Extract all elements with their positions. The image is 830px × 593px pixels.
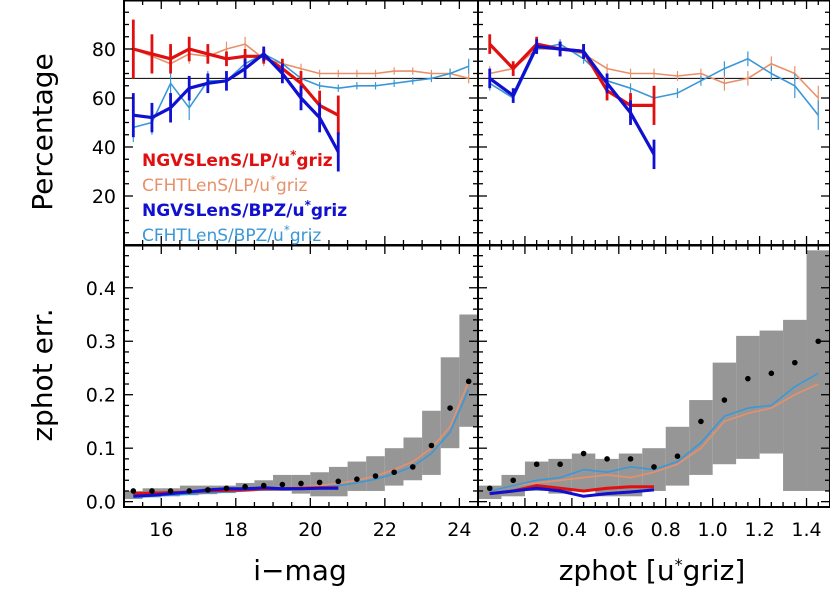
band-box <box>736 335 760 459</box>
series-line-ngvslens-bpz <box>133 486 339 498</box>
series-line-ngvslens-bpz <box>489 486 655 498</box>
band-box <box>403 437 423 481</box>
band-box <box>459 314 478 427</box>
panel-bottom-left: 0.0 0.1 0.2 0.3 0.4 16 18 20 22 24 <box>86 244 479 541</box>
x-tick-label: 24 <box>447 519 471 541</box>
median-point <box>409 464 416 470</box>
y-tick-label: 0.4 <box>86 278 116 300</box>
median-point <box>260 482 267 489</box>
legend-entry-2: NGVSLenS/BPZ/u*griz <box>142 198 347 221</box>
series-line-cfhtlens-lp <box>489 383 819 492</box>
median-point <box>298 480 304 487</box>
y-tick-label: 20 <box>92 186 116 208</box>
legend-entry-3: CFHTLenS/BPZ/u*griz <box>142 223 321 246</box>
median-point <box>768 370 775 377</box>
median-point <box>149 488 155 494</box>
panel-top-right <box>477 0 830 246</box>
x-tick-label: 0.8 <box>651 519 681 541</box>
median-point <box>391 469 397 476</box>
legend: NGVSLenS/LP/u*griz CFHTLenS/LP/u*griz NG… <box>142 148 347 246</box>
median-point <box>242 483 248 490</box>
median-point <box>674 453 681 460</box>
x-axis-title-left: i−mag <box>253 554 346 587</box>
median-point <box>316 479 323 486</box>
median-point <box>604 456 610 462</box>
median-point <box>428 442 435 449</box>
x-tick-label: 0.2 <box>510 519 540 541</box>
median-point <box>354 476 360 482</box>
band-box <box>712 362 737 465</box>
y-tick-label: 80 <box>92 39 116 61</box>
median-point <box>279 481 286 488</box>
y-axis-title-top: Percentage <box>26 53 59 211</box>
median-point <box>627 456 634 462</box>
band-box <box>571 453 596 491</box>
median-point <box>486 485 493 492</box>
median-point <box>815 338 822 345</box>
median-point <box>447 405 453 411</box>
median-point <box>580 450 587 457</box>
median-point <box>205 487 211 493</box>
band-box <box>759 330 784 454</box>
y-tick-label: 0.2 <box>86 385 116 407</box>
median-point <box>745 375 751 382</box>
y-tick-label: 0.3 <box>86 331 116 353</box>
median-point <box>167 488 174 494</box>
series-line-ngvslens-bpz <box>133 52 340 153</box>
legend-entry-0: NGVSLenS/LP/u*griz <box>142 148 333 171</box>
x-tick-label: 0.4 <box>557 519 587 541</box>
panel-bottom-right: 0.2 0.4 0.6 0.8 1.0 1.2 1.4 <box>477 244 830 541</box>
x-tick-label: 1.4 <box>791 519 821 541</box>
series-line-ngvslens-lp <box>132 47 340 117</box>
median-point <box>698 418 704 425</box>
median-point <box>533 461 540 468</box>
median-point <box>372 473 379 479</box>
band-box <box>384 448 404 486</box>
x-tick-label: 16 <box>149 519 173 541</box>
median-point <box>223 485 230 492</box>
median-point <box>510 477 516 484</box>
x-tick-label: 1.2 <box>744 519 774 541</box>
median-point <box>186 488 193 494</box>
median-point <box>721 397 728 403</box>
median-point <box>557 461 563 468</box>
x-tick-label: 1.0 <box>698 519 728 541</box>
x-tick-label: 18 <box>224 519 248 541</box>
band-box <box>806 250 830 491</box>
y-tick-label: 0.0 <box>86 492 116 514</box>
x-tick-label: 22 <box>373 519 397 541</box>
band-box <box>548 458 572 494</box>
x-tick-label: 20 <box>298 519 322 541</box>
y-tick-label: 40 <box>92 137 116 159</box>
median-point <box>465 378 472 385</box>
band-box <box>689 400 713 475</box>
median-point <box>130 488 137 494</box>
x-axis-title-right: zphot [u*griz] <box>559 554 746 587</box>
x-tick-label: 0.6 <box>604 519 634 541</box>
band-box <box>347 461 367 491</box>
legend-entry-1: CFHTLenS/LP/u*griz <box>142 173 307 196</box>
median-point <box>651 464 657 470</box>
band-box <box>783 319 807 491</box>
median-point <box>792 359 798 366</box>
y-axis-title-bottom: zphot err. <box>26 308 59 441</box>
y-tick-label: 60 <box>92 88 116 110</box>
series-line-ngvslens-bpz <box>488 44 656 156</box>
band-box <box>440 357 460 449</box>
y-tick-label: 0.1 <box>86 438 116 460</box>
median-point <box>335 478 342 485</box>
